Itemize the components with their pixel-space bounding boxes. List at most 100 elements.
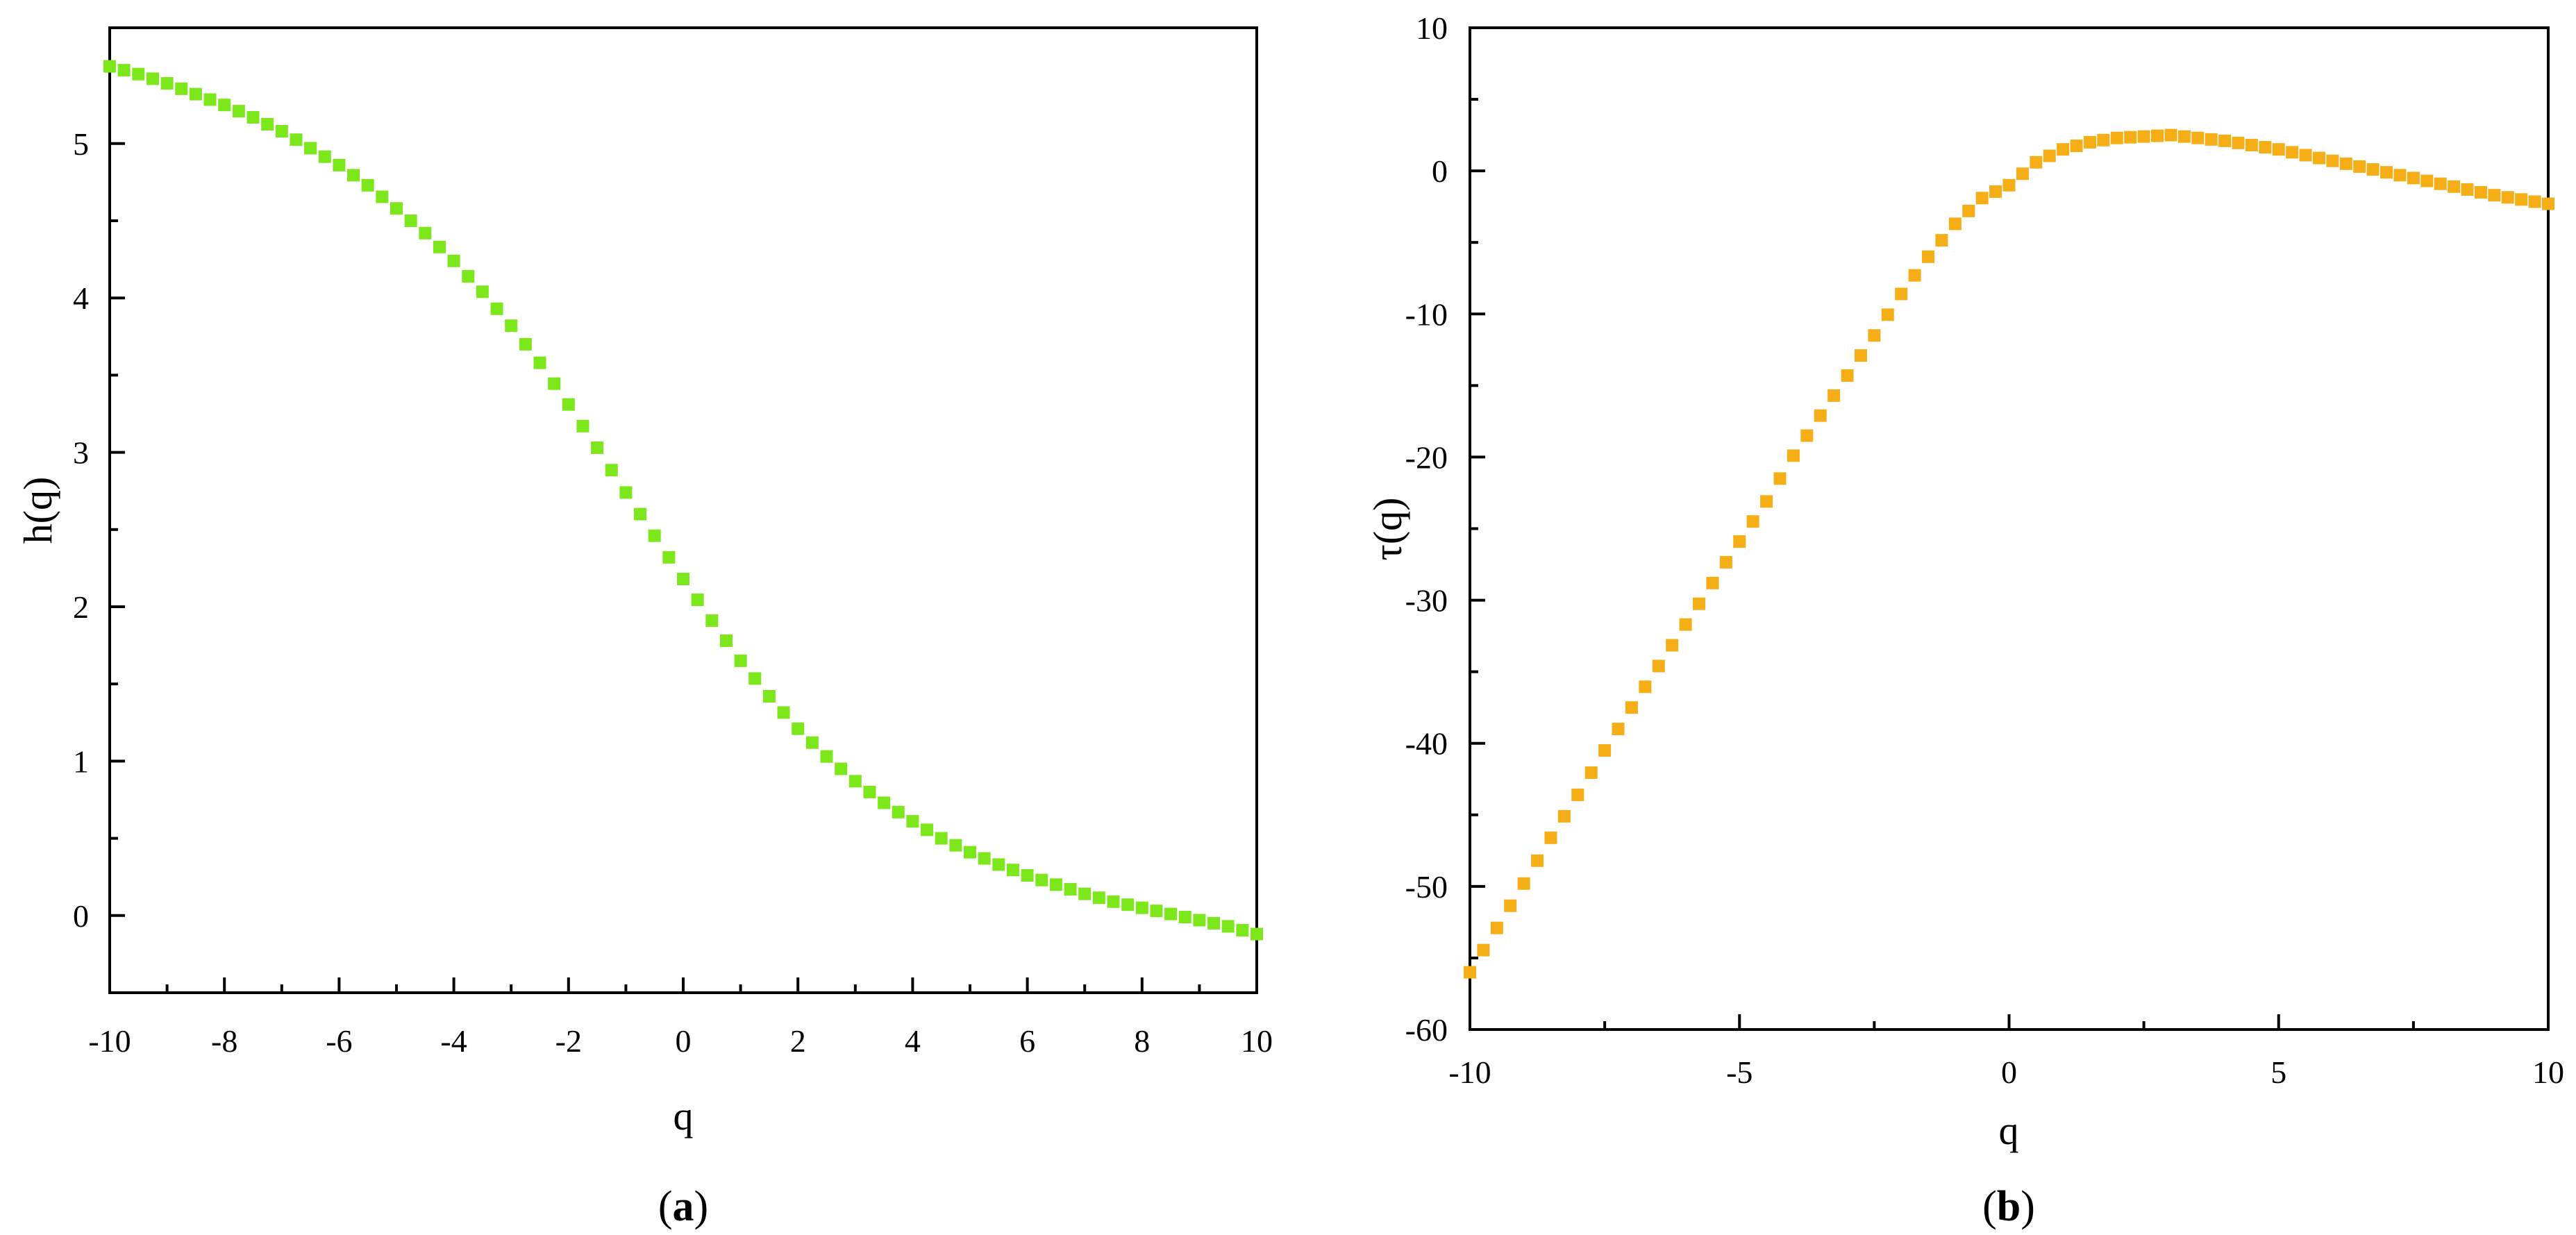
- y-tick-label-a: 0: [73, 898, 89, 934]
- data-point-a: [634, 507, 647, 521]
- data-point-a: [835, 762, 848, 775]
- x-tick-label-a: -2: [555, 1023, 582, 1059]
- caption-close-a: ): [694, 1183, 709, 1230]
- data-point-a: [1049, 878, 1062, 891]
- data-point-a: [748, 672, 762, 685]
- data-point-b: [2420, 174, 2434, 187]
- data-point-b: [2124, 131, 2137, 144]
- data-point-a: [1236, 923, 1249, 936]
- data-point-a: [935, 832, 948, 845]
- data-point-a: [175, 82, 188, 95]
- data-point-a: [1207, 916, 1221, 930]
- y-tick-label-b: -40: [1405, 726, 1448, 762]
- x-tick-label-a: 10: [1241, 1023, 1273, 1059]
- data-point-b: [2312, 151, 2325, 165]
- data-point-b: [2448, 180, 2461, 193]
- data-point-b: [1625, 701, 1638, 714]
- data-point-b: [1639, 680, 1652, 694]
- panel-a: -10 -8 -6 -4 -2 0 2 4 6 8 10 0 1 2 3 4 5 q h(q) (a): [15, 26, 1273, 1230]
- data-point-a: [1221, 920, 1235, 933]
- data-point-b: [1571, 788, 1584, 801]
- data-point-a: [1006, 864, 1019, 877]
- data-point-b: [1652, 659, 1665, 673]
- data-point-b: [2272, 143, 2285, 156]
- panel-caption-a: (a): [658, 1183, 708, 1230]
- x-tick-label-a: -4: [440, 1023, 467, 1059]
- data-point-b: [2407, 171, 2420, 185]
- y-tick-label-a: 4: [73, 280, 89, 316]
- data-point-b: [2474, 186, 2487, 199]
- tick-marks-a: [108, 142, 1258, 993]
- data-point-b: [2434, 177, 2447, 190]
- data-point-a: [863, 785, 876, 798]
- data-point-a: [992, 858, 1005, 871]
- y-tick-label-b: 10: [1416, 10, 1448, 46]
- data-point-b: [1679, 618, 1692, 631]
- x-tick-label-a: 6: [1019, 1023, 1035, 1059]
- data-point-a: [146, 72, 159, 85]
- data-point-a: [347, 169, 360, 182]
- data-point-a: [1035, 873, 1048, 887]
- data-point-b: [1760, 495, 1773, 508]
- data-point-b: [2083, 135, 2096, 149]
- data-point-b: [1531, 854, 1544, 867]
- data-point-b: [2097, 133, 2110, 146]
- data-point-b: [1477, 943, 1490, 957]
- tick-labels-a: -10 -8 -6 -4 -2 0 2 4 6 8 10 0 1 2 3 4 5: [73, 126, 1273, 1059]
- data-point-a: [419, 226, 432, 240]
- x-tick-label-a: 8: [1134, 1023, 1150, 1059]
- data-point-b: [1557, 809, 1571, 823]
- data-point-b: [1895, 287, 1908, 301]
- x-tick-label-a: -6: [326, 1023, 352, 1059]
- data-point-b: [2245, 139, 2258, 152]
- data-point-a: [777, 706, 790, 719]
- x-tick-label-b: -10: [1448, 1055, 1491, 1090]
- data-point-b: [2366, 163, 2380, 176]
- data-point-a: [1164, 907, 1178, 921]
- y-tick-label-a: 5: [73, 126, 89, 162]
- y-tick-label-a: 1: [73, 743, 89, 779]
- y-tick-label-b: -60: [1405, 1012, 1448, 1048]
- data-point-b: [1908, 269, 1921, 282]
- data-point-a: [719, 634, 733, 647]
- data-point-a: [490, 302, 503, 315]
- x-tick-label-a: 4: [905, 1023, 921, 1059]
- x-tick-label-a: -10: [88, 1023, 131, 1059]
- caption-letter-b: b: [1997, 1183, 2021, 1230]
- data-point-a: [662, 551, 676, 564]
- data-point-b: [1719, 555, 1732, 569]
- data-point-b: [1666, 639, 1679, 652]
- data-point-b: [1868, 329, 1881, 342]
- data-point-a: [318, 150, 331, 163]
- data-point-a: [734, 654, 747, 667]
- data-point-a: [103, 60, 116, 73]
- data-point-b: [1989, 185, 2002, 199]
- data-points-a: [103, 60, 1263, 941]
- data-point-b: [1746, 515, 1759, 528]
- data-point-a: [333, 158, 346, 171]
- data-point-a: [189, 87, 202, 101]
- data-point-a: [1092, 891, 1105, 905]
- y-tick-label-a: 2: [73, 589, 89, 625]
- x-tick-label-b: 0: [2001, 1055, 2017, 1090]
- y-tick-label-b: -50: [1405, 869, 1448, 905]
- data-point-a: [533, 356, 546, 369]
- data-point-a: [591, 441, 604, 454]
- data-points-b: [1464, 128, 2554, 979]
- data-point-b: [1922, 250, 1935, 263]
- data-point-a: [964, 846, 976, 859]
- data-point-b: [1935, 234, 1948, 247]
- data-point-b: [2191, 131, 2205, 144]
- data-point-a: [691, 593, 704, 606]
- data-point-a: [562, 398, 575, 411]
- data-point-a: [705, 614, 719, 628]
- data-point-a: [1064, 882, 1077, 896]
- data-point-a: [792, 722, 805, 735]
- data-point-b: [1975, 192, 1989, 205]
- data-point-a: [1193, 914, 1206, 927]
- data-point-b: [1584, 766, 1598, 779]
- data-point-b: [1881, 308, 1894, 321]
- plot-frame-a: [108, 26, 1258, 994]
- y-tick-label-b: -20: [1405, 439, 1448, 475]
